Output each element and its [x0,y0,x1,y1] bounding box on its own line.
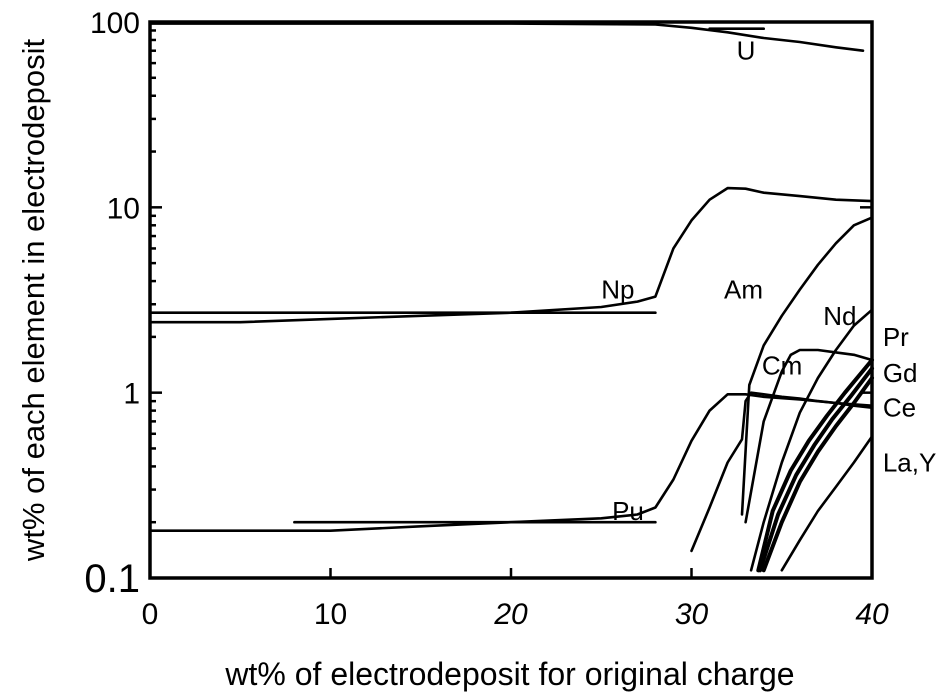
x-tick-label-20: 20 [493,598,528,631]
tick-layer [148,20,874,580]
series-line-am-4 [740,216,874,516]
series-line-gd-8 [758,366,874,573]
series-line-pu-13 [690,391,874,553]
series-label-nd: Nd [823,301,856,331]
x-tick-label-30: 30 [675,598,709,631]
y-tick-label-10: 10 [107,192,140,225]
x-tick-label-10: 10 [314,598,347,631]
series-label-la-y: La,Y [883,447,937,477]
series-line-cm-6 [744,348,874,524]
series-label-ce: Ce [883,393,916,423]
series-label-pr: Pr [883,322,909,352]
series-label-u: U [737,36,756,66]
x-tick-label-0: 0 [142,598,159,631]
series-label-cm: Cm [762,351,802,381]
series-label-gd: Gd [883,358,918,388]
series-line-pr-7 [756,358,874,573]
y-axis-title: wt% of each element in electrodeposit [16,39,51,563]
y-tick-label-0-1: 0.1 [84,557,140,601]
x-tick-label-40: 40 [855,598,889,631]
tick-label-layer: 0 10 20 30 40 0.1 1 10 100 [84,7,889,631]
series-line-pu-11 [148,393,874,532]
label-layer: U Np Am Nd Cm Pr Gd Ce La,Y Pu [601,36,936,526]
y-tick-label-100: 100 [90,7,140,40]
x-axis-title: wt% of electrodeposit for original charg… [224,656,794,692]
series-label-am: Am [724,275,763,305]
series-line-ce-9 [761,376,874,573]
y-tick-label-1: 1 [123,378,140,411]
series-line-np-2 [148,186,874,324]
series-label-np: Np [601,275,634,305]
series-line-nd-5 [749,308,874,572]
series-layer [148,22,874,573]
series-label-pu: Pu [612,496,644,526]
series-line-la-y-10 [780,435,874,572]
series-line-u-0 [148,22,865,52]
plot-frame [148,20,874,580]
